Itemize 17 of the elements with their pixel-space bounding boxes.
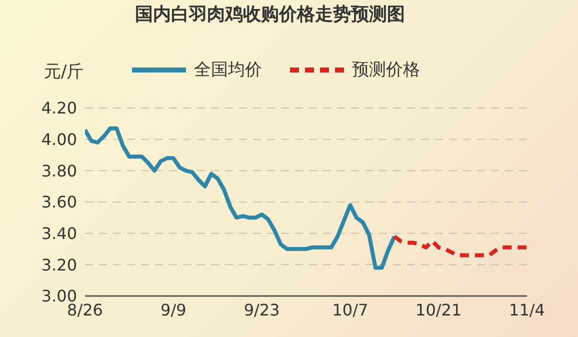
x-tick-label: 9/23 bbox=[244, 300, 280, 320]
y-tick-label: 3.60 bbox=[41, 192, 77, 212]
chart-title: 国内白羽肉鸡收购价格走势预测图 bbox=[134, 3, 406, 26]
x-tick-label: 9/9 bbox=[160, 300, 186, 320]
x-tick-label: 11/4 bbox=[509, 300, 545, 320]
line-series bbox=[392, 234, 527, 258]
x-tick-label: 10/21 bbox=[416, 300, 462, 320]
line-series bbox=[85, 126, 396, 270]
legend-label: 全国均价 bbox=[194, 59, 262, 81]
y-tick-label: 3.40 bbox=[41, 224, 77, 244]
y-axis-title: 元/斤 bbox=[44, 61, 84, 83]
y-tick-label: 4.20 bbox=[41, 98, 77, 118]
y-tick-label: 3.80 bbox=[41, 161, 77, 180]
x-tick-label: 10/7 bbox=[332, 300, 368, 320]
y-tick-label: 4.00 bbox=[41, 130, 77, 150]
y-tick-label: 3.20 bbox=[41, 255, 77, 274]
legend-label: 预测价格 bbox=[352, 59, 420, 81]
